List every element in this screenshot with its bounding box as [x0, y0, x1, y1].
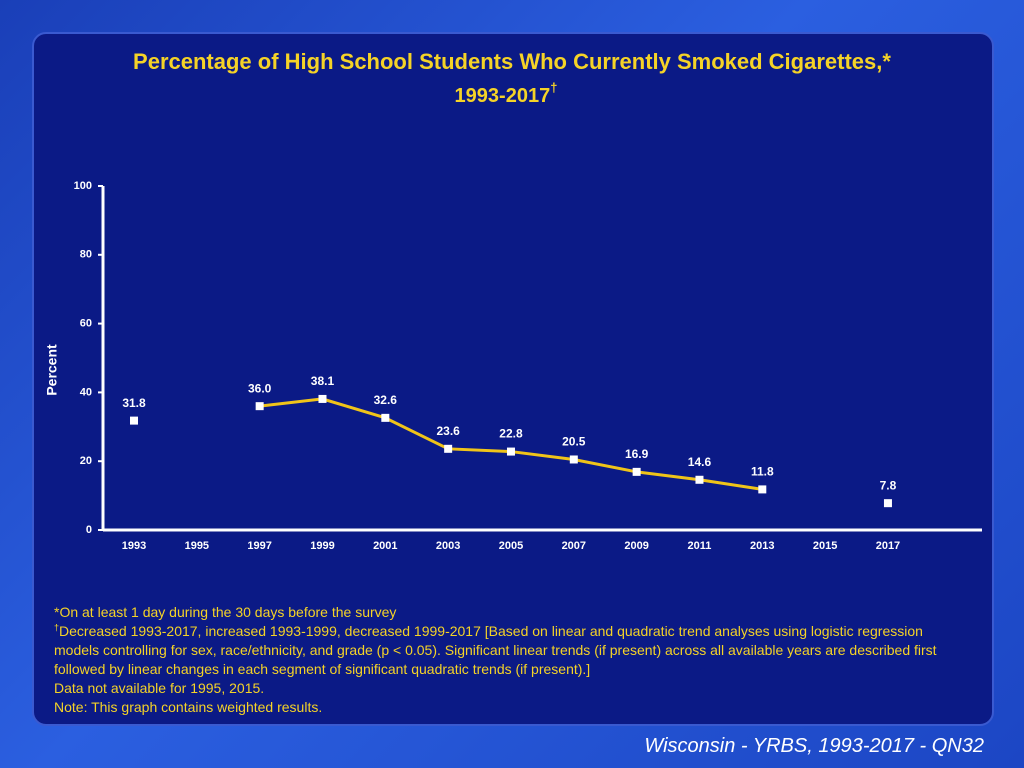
footnote: Data not available for 1995, 2015.	[54, 680, 265, 696]
data-point	[130, 416, 138, 425]
footnote: Note: This graph contains weighted resul…	[54, 699, 323, 715]
x-tick-label: 2011	[688, 540, 712, 552]
data-label: 38.1	[311, 374, 335, 388]
x-tick-label: 2017	[876, 540, 900, 552]
y-tick-label: 60	[80, 318, 92, 330]
y-tick-label: 20	[80, 455, 92, 467]
y-tick-label: 100	[74, 180, 92, 192]
chart-title: Percentage of High School Students Who C…	[133, 49, 891, 74]
data-point	[632, 467, 641, 476]
footnote: †Decreased 1993-2017, increased 1993-199…	[54, 622, 964, 679]
data-line	[260, 399, 888, 503]
chart-subtitle-text: 1993-2017	[455, 85, 551, 107]
data-point	[381, 413, 390, 422]
x-tick-label: 2015	[813, 540, 837, 552]
data-point	[758, 485, 767, 494]
data-point	[569, 455, 578, 464]
data-label: 14.6	[688, 455, 712, 469]
footnotes: *On at least 1 day during the 30 days be…	[54, 603, 964, 717]
slide-panel	[32, 32, 994, 726]
data-point	[444, 444, 453, 453]
data-point	[883, 499, 892, 508]
x-tick-label: 2005	[499, 540, 523, 552]
data-point	[506, 447, 515, 456]
x-tick-label: 1993	[122, 540, 146, 552]
x-tick-label: 2007	[562, 540, 586, 552]
data-point	[318, 394, 327, 403]
x-tick-label: 2003	[436, 540, 460, 552]
x-tick-label: 2009	[624, 540, 648, 552]
chart-subtitle: 1993-2017†	[455, 80, 558, 107]
footnote-mark: †	[54, 622, 60, 633]
x-tick-label: 2001	[373, 540, 397, 552]
x-tick-label: 2013	[750, 540, 774, 552]
title-mark: †	[550, 80, 557, 95]
footnote-text: Decreased 1993-2017, increased 1993-1999…	[54, 623, 937, 677]
footnote: *On at least 1 day during the 30 days be…	[54, 604, 397, 620]
y-axis-label: Percent	[44, 344, 60, 396]
data-label: 7.8	[880, 478, 897, 492]
data-label: 16.9	[625, 447, 649, 461]
source: Wisconsin - YRBS, 1993-2017 - QN32	[644, 735, 984, 757]
data-point	[695, 475, 704, 484]
y-tick-label: 40	[80, 386, 92, 398]
data-label: 23.6	[436, 424, 460, 438]
x-tick-label: 1995	[185, 540, 209, 552]
y-tick-label: 80	[80, 249, 92, 261]
data-label: 20.5	[562, 435, 586, 449]
data-label: 32.6	[374, 393, 398, 407]
data-label: 31.8	[122, 396, 146, 410]
x-tick-label: 1997	[247, 540, 271, 552]
data-label: 36.0	[248, 381, 272, 395]
data-point	[255, 402, 264, 411]
y-tick-label: 0	[86, 524, 92, 536]
data-label: 11.8	[751, 465, 774, 479]
x-tick-label: 1999	[310, 540, 334, 552]
data-label: 22.8	[499, 427, 523, 441]
